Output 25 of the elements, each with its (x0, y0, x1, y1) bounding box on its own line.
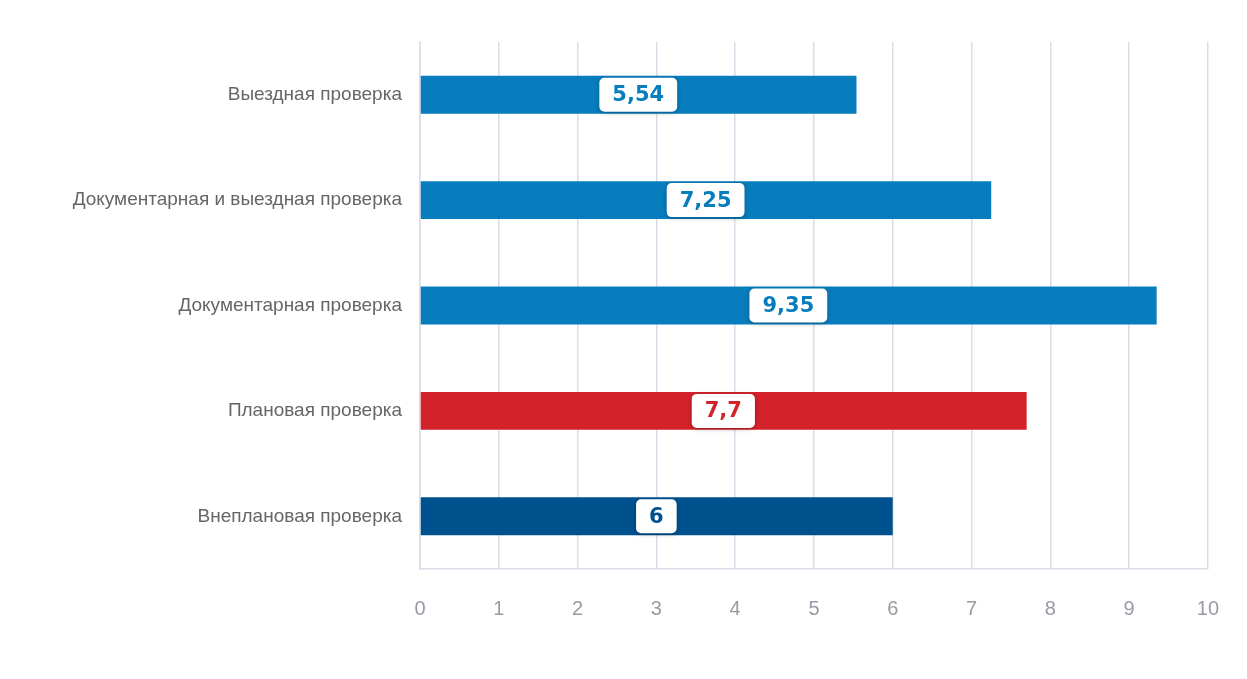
x-tick-label: 10 (1196, 596, 1219, 619)
data-label: 6 (649, 503, 664, 528)
x-tick-label: 1 (493, 596, 505, 619)
data-label: 5,54 (612, 82, 665, 107)
y-tick-label: Документарная и выездная проверка (72, 188, 403, 210)
x-tick-label: 9 (1123, 596, 1135, 619)
data-label: 9,35 (762, 292, 815, 317)
bar (420, 391, 1027, 430)
bar (420, 497, 893, 536)
x-tick-label: 2 (572, 596, 584, 619)
y-tick-label: Плановая проверка (227, 399, 403, 421)
x-tick-label: 0 (414, 596, 426, 619)
bar (420, 286, 1157, 325)
x-tick-label: 4 (729, 596, 741, 619)
bar (420, 181, 992, 220)
data-label: 7,7 (704, 398, 742, 423)
y-tick-label: Внеплановая проверка (197, 504, 403, 526)
x-tick-label: 5 (808, 596, 820, 619)
x-tick-label: 3 (650, 596, 662, 619)
x-tick-label: 6 (887, 596, 899, 619)
x-tick-label: 7 (965, 596, 978, 619)
data-label: 7,25 (679, 187, 732, 212)
y-tick-label: Выездная проверка (227, 82, 403, 104)
x-tick-label: 8 (1044, 596, 1056, 619)
y-tick-label: Документарная проверка (178, 293, 403, 315)
